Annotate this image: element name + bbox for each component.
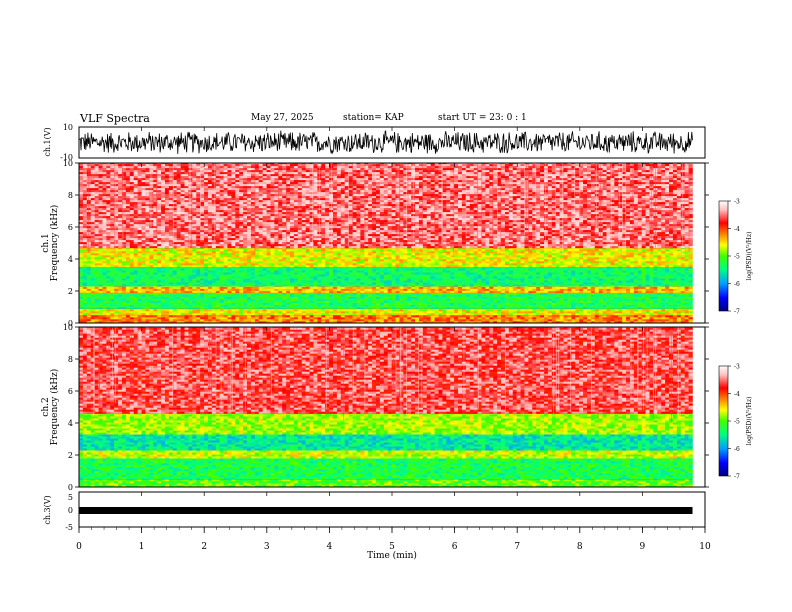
xtick-label: 10 — [699, 542, 711, 552]
spec-ytick-label: 2 — [68, 287, 73, 296]
ch1-ylabel: ch.1(V) — [43, 127, 52, 156]
ch2-colorbar: -3 -4 -5 -6 -7 log(PSD)(V²/Hz) — [719, 364, 753, 481]
ch3-trace — [79, 507, 693, 514]
ch1-spec-ylabel-line2: Frequency (kHz) — [49, 205, 60, 282]
colorbar-tick-label: -7 — [734, 309, 740, 316]
time-axis-label: Time (min) — [367, 550, 417, 561]
ch2-spectrogram-image — [79, 327, 705, 487]
ch2-colorbar-label: log(PSD)(V²/Hz) — [746, 397, 753, 446]
ch3-ytick-bottom: -5 — [65, 523, 73, 532]
xtick-label: 1 — [139, 542, 145, 552]
ch1-spectrogram-image — [79, 163, 705, 323]
spec-ytick-label: 4 — [68, 255, 73, 264]
spec-ytick-label: 10 — [63, 159, 73, 168]
colorbar-tick-label: -5 — [734, 419, 740, 426]
xtick-label: 6 — [452, 542, 458, 552]
spec-ytick-label: 2 — [68, 451, 73, 460]
spec-ytick-label: 4 — [68, 419, 73, 428]
colorbar-tick-label: -3 — [734, 364, 740, 371]
xtick-label: 4 — [327, 542, 333, 552]
colorbar-tick-label: -7 — [734, 474, 740, 481]
spec-ytick-label: 6 — [68, 223, 73, 232]
colorbar-tick-label: -4 — [734, 391, 740, 398]
xtick-label: 8 — [577, 542, 583, 552]
colorbar-tick-label: -4 — [734, 226, 740, 233]
ch1-ytick-top: 10 — [63, 123, 73, 132]
spec-ytick-label: 10 — [63, 323, 73, 332]
ch2-spec-ylabel-line2: Frequency (kHz) — [49, 369, 60, 446]
xtick-label: 9 — [640, 542, 646, 552]
spec-ytick-label: 8 — [68, 191, 73, 200]
xtick-label: 2 — [201, 542, 207, 552]
spec-ytick-label: 0 — [68, 483, 73, 492]
colorbar-tick-label: -6 — [734, 446, 740, 453]
ch1-panel: 10 -10 ch.1(V) — [43, 123, 705, 162]
xtick-label: 7 — [514, 542, 520, 552]
xtick-label: 0 — [76, 542, 82, 552]
ch3-ytick-mid: 0 — [68, 506, 73, 515]
xtick-label: 3 — [264, 542, 270, 552]
ch1-colorbar: -3 -4 -5 -6 -7 log(PSD)(V²/Hz) — [719, 199, 753, 316]
colorbar-tick-label: -3 — [734, 199, 740, 206]
ch1-colorbar-label: log(PSD)(V²/Hz) — [746, 232, 753, 281]
ch3-ytick-top: 5 — [68, 493, 73, 502]
colorbar-tick-label: -6 — [734, 281, 740, 288]
ch3-ylabel: ch.3(V) — [43, 495, 52, 524]
colorbar-tick-label: -5 — [734, 254, 740, 261]
spec-ytick-label: 8 — [68, 355, 73, 364]
spec-ytick-label: 6 — [68, 387, 73, 396]
vlf-figure: 10 -10 ch.1(V) 0246810 ch.1 Frequency (k… — [0, 0, 792, 612]
